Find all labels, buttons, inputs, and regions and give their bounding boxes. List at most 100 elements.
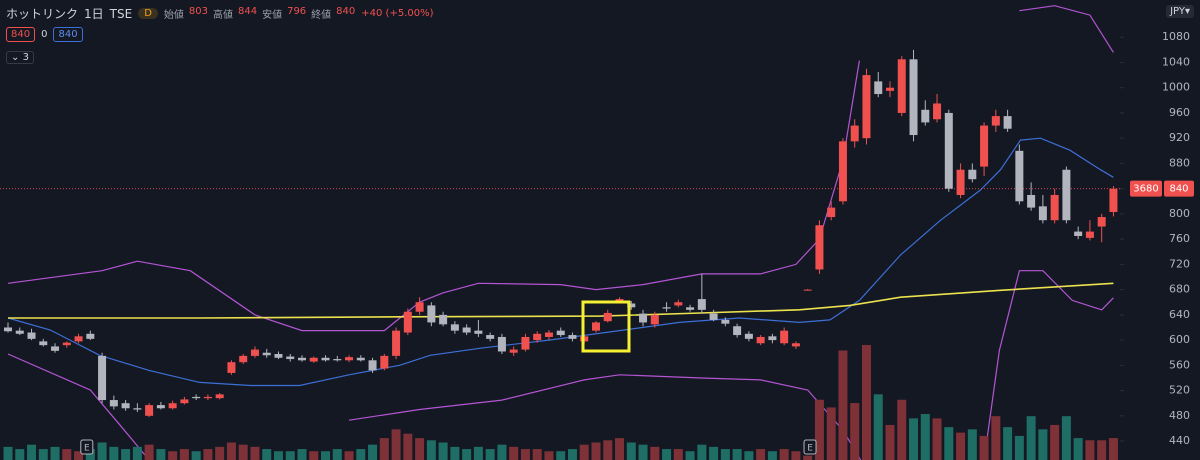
volume-bar — [944, 427, 954, 460]
candle-body — [709, 313, 718, 320]
candle-body — [1015, 150, 1024, 202]
indicators-toggle[interactable]: ⌄ 3 — [6, 51, 34, 64]
indicator-line — [7, 137, 1114, 387]
candle-body — [815, 225, 824, 270]
candle-body — [662, 307, 671, 309]
volume-bar — [203, 449, 213, 460]
y-tick-label: 800 — [1169, 207, 1190, 220]
candle-body — [250, 349, 259, 356]
volume-bar — [262, 449, 272, 460]
candle-body — [27, 332, 36, 339]
volume-bar — [215, 446, 225, 460]
price-label-bg — [1164, 180, 1194, 197]
candle-body — [1027, 194, 1036, 208]
y-tick-label: 440 — [1169, 434, 1190, 447]
y-tick-label: 1040 — [1162, 55, 1190, 68]
symbol[interactable]: ホットリンク — [6, 7, 79, 21]
volume-bar — [838, 350, 848, 460]
candle-body — [544, 332, 553, 337]
volume-bar — [273, 451, 283, 460]
volume-bar — [1050, 424, 1060, 460]
candle-body — [474, 330, 483, 334]
volume-bar — [756, 449, 766, 460]
candle-body — [1038, 206, 1047, 221]
axis-background — [1120, 0, 1200, 460]
y-tick-label: 640 — [1169, 308, 1190, 321]
candle-body — [403, 311, 412, 333]
volume-bar — [356, 449, 366, 460]
candle-body — [1050, 194, 1059, 221]
candle-body — [592, 322, 600, 331]
volume-bar — [97, 442, 107, 460]
candle-body — [780, 330, 789, 344]
candle-body — [862, 75, 871, 139]
volume-bar — [709, 446, 719, 460]
ohlc-label: 終値 — [311, 10, 332, 21]
volume-bar — [744, 451, 754, 460]
volume-bar — [803, 455, 813, 460]
indicator-line — [7, 5, 1114, 332]
candle-body — [791, 343, 800, 347]
candle-body — [1062, 169, 1071, 221]
legend-value[interactable]: 840 — [6, 27, 36, 42]
volume-bar — [779, 449, 789, 460]
currency[interactable]: JPY▾ — [1166, 5, 1194, 18]
volume-bar — [368, 444, 378, 460]
volume-bar — [638, 444, 648, 460]
candle-body — [1074, 231, 1083, 236]
candle-body — [603, 312, 612, 322]
y-tick-label: 600 — [1169, 333, 1190, 346]
volume-bar — [615, 438, 625, 460]
badge[interactable]: D — [138, 8, 158, 19]
ohlc-label: 始値 — [163, 10, 184, 21]
volume-bar — [1061, 416, 1071, 460]
volume-bar — [332, 449, 342, 460]
candle-body — [744, 333, 753, 339]
volume-bar — [15, 449, 25, 460]
y-tick-label: 1080 — [1162, 30, 1190, 43]
volume-bar — [591, 442, 601, 460]
legend-value[interactable]: 840 — [53, 27, 83, 42]
candle-body — [968, 169, 977, 180]
volume-bar — [250, 446, 260, 460]
candle-body — [215, 394, 224, 399]
volume-bar — [74, 451, 84, 460]
candle-body — [850, 125, 859, 142]
volume-bar — [979, 435, 989, 460]
volume-bar — [191, 451, 201, 460]
candle-body — [109, 400, 118, 407]
candle-body — [368, 360, 377, 371]
y-tick-label: 480 — [1169, 409, 1190, 422]
volume-bar — [920, 414, 930, 460]
volume-bar — [3, 446, 13, 460]
interval[interactable]: 1日 — [84, 7, 104, 21]
candle-body — [321, 357, 330, 361]
y-tick-label: 680 — [1169, 283, 1190, 296]
candle-body — [909, 59, 918, 136]
candle-body — [568, 335, 577, 339]
candle-body — [886, 87, 894, 91]
ohlc-value: 803 — [188, 6, 208, 17]
candle-body — [286, 356, 295, 360]
volume-bar — [991, 416, 1001, 460]
candle-body — [897, 59, 906, 113]
volume-bar — [403, 433, 413, 460]
ohlc-value: 796 — [287, 6, 307, 17]
candle-body — [1085, 231, 1094, 238]
volume-bar — [297, 449, 307, 460]
candle-body — [650, 314, 659, 325]
candle-body — [686, 307, 695, 310]
volume-bar — [238, 444, 248, 460]
candle-body — [239, 355, 248, 363]
volume-bar — [909, 418, 919, 460]
currency-label: JPY — [1170, 6, 1185, 17]
volume-bar — [391, 429, 401, 460]
volume-bar — [485, 449, 495, 460]
volume-bar — [38, 449, 48, 460]
candle-body — [415, 302, 424, 312]
candle-body — [627, 303, 636, 308]
volume-bar — [321, 451, 331, 460]
candle-body — [462, 327, 471, 333]
volume-bar — [62, 449, 72, 460]
